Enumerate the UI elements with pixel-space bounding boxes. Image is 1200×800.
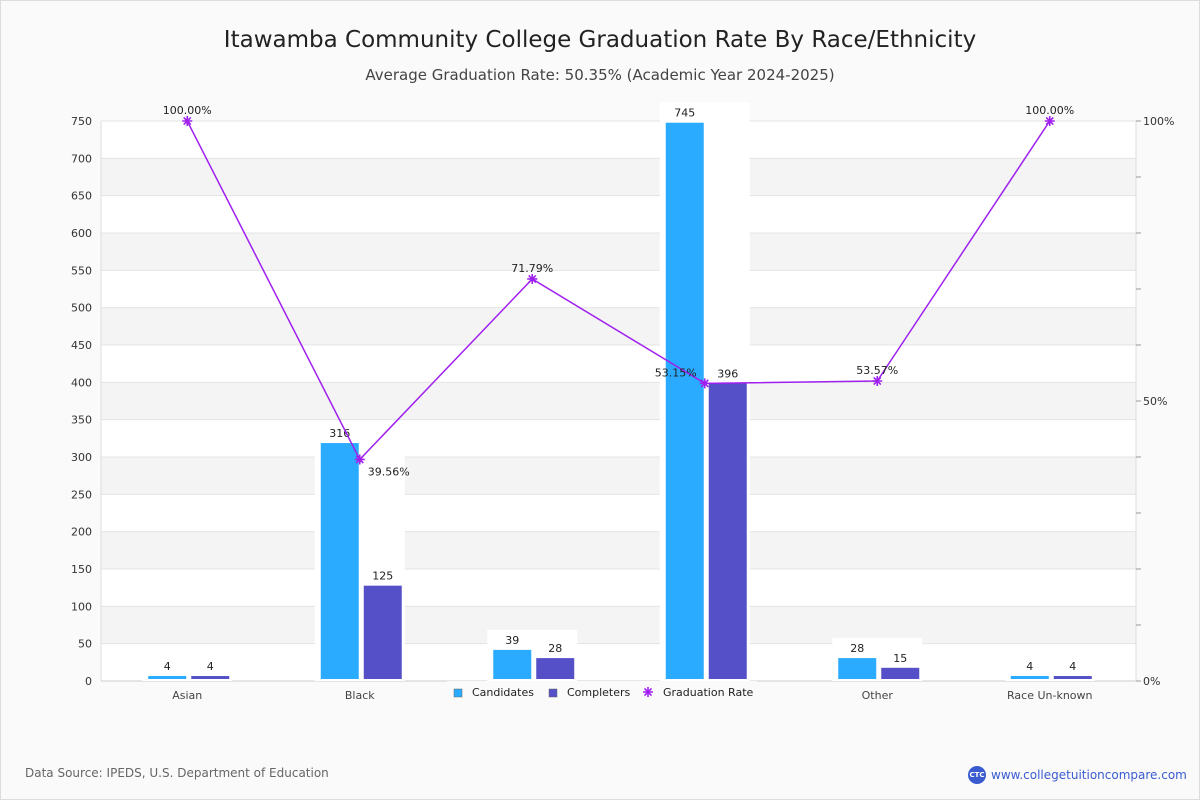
candidates-bar	[1010, 676, 1049, 679]
bar-value-label: 15	[893, 652, 907, 665]
graduation-rate-marker	[872, 376, 883, 387]
grid-band	[101, 457, 1136, 495]
legend-completers-swatch	[548, 688, 558, 698]
bar-value-label: 4	[164, 660, 171, 673]
grid-band	[101, 307, 1136, 345]
candidates-bar	[838, 658, 877, 679]
legend-rate-label: Graduation Rate	[663, 686, 754, 699]
candidates-bar	[320, 443, 359, 679]
x-tick-label: Black	[345, 689, 375, 702]
completers-bar	[363, 585, 402, 679]
completers-bar	[881, 667, 920, 679]
legend-rate-icon	[643, 687, 653, 697]
y-tick-label: 100	[71, 600, 92, 613]
data-source: Data Source: IPEDS, U.S. Department of E…	[25, 766, 329, 780]
grid-band	[101, 158, 1136, 196]
y-tick-label: 300	[71, 451, 92, 464]
bar-value-label: 125	[372, 570, 393, 583]
bar-value-label: 4	[1069, 660, 1076, 673]
completers-bar	[708, 383, 747, 679]
graduation-rate-marker	[527, 273, 538, 284]
y2-tick-label: 0%	[1143, 675, 1160, 688]
y-tick-label: 200	[71, 526, 92, 539]
y-tick-label: 350	[71, 414, 92, 427]
y2-tick-label: 50%	[1143, 395, 1167, 408]
brand-url: www.collegetuitioncompare.com	[991, 768, 1187, 782]
y-tick-label: 50	[78, 638, 92, 651]
bar-value-label: 39	[505, 634, 519, 647]
y-tick-label: 400	[71, 376, 92, 389]
candidates-bar	[493, 649, 532, 679]
rate-value-label: 53.57%	[856, 364, 898, 377]
graduation-rate-marker	[699, 378, 710, 389]
y-tick-label: 750	[71, 115, 92, 128]
bar-value-label: 28	[548, 642, 562, 655]
legend-background	[447, 681, 757, 703]
y-tick-label: 250	[71, 488, 92, 501]
bar-value-label: 745	[674, 107, 695, 120]
y-tick-label: 0	[85, 675, 92, 688]
bar-value-label: 28	[850, 642, 864, 655]
rate-value-label: 53.15%	[655, 366, 697, 379]
candidates-bar	[665, 122, 704, 679]
y-tick-label: 700	[71, 152, 92, 165]
x-tick-label: Race Un-known	[1007, 689, 1093, 702]
y-tick-label: 150	[71, 563, 92, 576]
y-tick-label: 600	[71, 227, 92, 240]
grid-band	[101, 233, 1136, 271]
bar-value-label: 396	[717, 367, 738, 380]
candidates-bar	[148, 676, 187, 679]
x-tick-label: Other	[862, 689, 894, 702]
graduation-rate-line	[186, 120, 1051, 461]
brand-logo-icon: CTC	[968, 766, 986, 784]
y-tick-label: 450	[71, 339, 92, 352]
legend-candidates-label: Candidates	[472, 686, 534, 699]
chart-subtitle: Average Graduation Rate: 50.35% (Academi…	[365, 66, 835, 84]
completers-bar	[191, 676, 230, 679]
grid-band	[101, 606, 1136, 644]
graduation-rate-marker	[182, 116, 193, 126]
grid-band	[101, 531, 1136, 569]
rate-value-label: 100.00%	[1025, 104, 1074, 117]
rate-value-label: 39.56%	[368, 465, 410, 478]
y2-tick-label: 100%	[1143, 115, 1174, 128]
completers-bar	[536, 658, 575, 679]
x-tick-label: Asian	[172, 689, 202, 702]
legend-completers-label: Completers	[567, 686, 631, 699]
y-tick-label: 500	[71, 302, 92, 315]
bar-value-label: 4	[1026, 660, 1033, 673]
y-tick-label: 550	[71, 264, 92, 277]
y-tick-label: 650	[71, 190, 92, 203]
rate-value-label: 100.00%	[163, 104, 212, 117]
brand-link[interactable]: CTC www.collegetuitioncompare.com	[968, 766, 1187, 784]
bar-value-label: 4	[207, 660, 214, 673]
chart-title: Itawamba Community College Graduation Ra…	[223, 27, 977, 53]
grid-band	[101, 382, 1136, 420]
legend-candidates-swatch	[453, 688, 463, 698]
graduation-rate-marker	[354, 454, 365, 465]
graduation-rate-marker	[1044, 116, 1055, 126]
completers-bar	[1053, 676, 1092, 679]
rate-value-label: 71.79%	[511, 262, 553, 275]
